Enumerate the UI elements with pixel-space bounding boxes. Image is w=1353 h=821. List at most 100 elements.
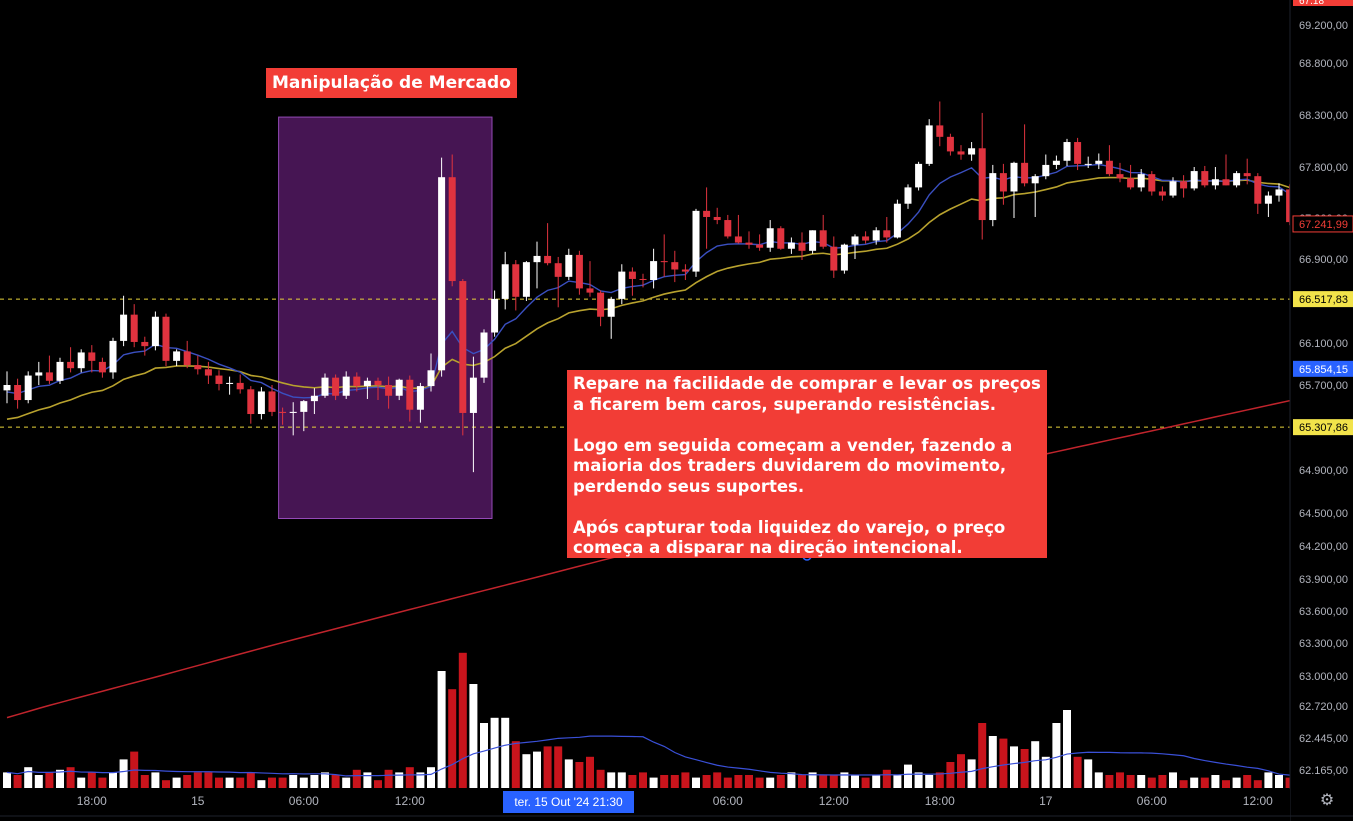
candle-body-118 (1254, 176, 1262, 204)
manipulation-zone (278, 116, 493, 520)
candle-body-43 (459, 281, 467, 413)
candle-body-79 (840, 244, 848, 271)
candle-body-31 (332, 377, 340, 396)
candle-body-110 (1169, 181, 1177, 196)
volume-bar-68 (723, 777, 732, 788)
volume-bar-44 (469, 684, 478, 788)
volume-bar-11 (119, 759, 128, 788)
volume-bar-62 (660, 775, 669, 788)
crosshair-time-badge: ter. 15 Out '24 21:30 (503, 791, 634, 813)
x-tick-label: 15 (191, 794, 205, 808)
volume-bar-38 (405, 767, 414, 788)
candle-body-99 (1052, 160, 1060, 165)
y-tick-label: 63.600,00 (1299, 606, 1348, 618)
y-tick-label: 64.900,00 (1299, 465, 1348, 477)
candle-body-76 (809, 230, 817, 251)
volume-bar-96 (1020, 749, 1029, 788)
volume-bar-46 (490, 717, 499, 788)
candle-body-37 (395, 379, 403, 396)
x-tick-label: 17 (1039, 794, 1053, 808)
candle-body-22 (236, 382, 244, 390)
volume-bar-81 (861, 777, 870, 788)
candle-body-55 (586, 288, 594, 293)
volume-bar-61 (649, 777, 658, 788)
volume-bar-2 (24, 767, 33, 788)
y-tick-label: 63.300,00 (1299, 638, 1348, 650)
candle-body-39 (416, 386, 424, 410)
candle-body-109 (1158, 191, 1166, 196)
candle-body-42 (448, 177, 456, 282)
candle-body-82 (872, 230, 880, 241)
candle-body-50 (533, 255, 541, 263)
price-label-0: 67.241,99 (1299, 219, 1348, 231)
volume-bar-89 (946, 762, 955, 788)
candle-body-38 (406, 379, 414, 410)
volume-bar-86 (914, 772, 923, 788)
candle-body-4 (45, 372, 53, 381)
volume-bar-98 (1041, 756, 1050, 788)
candle-body-63 (671, 262, 679, 270)
volume-bar-87 (925, 775, 934, 788)
volume-bar-91 (967, 759, 976, 788)
volume-bar-72 (766, 777, 775, 788)
volume-bar-66 (702, 775, 711, 788)
candle-body-32 (342, 376, 350, 396)
volume-bar-69 (734, 775, 743, 788)
volume-bar-60 (639, 772, 647, 788)
volume-bar-14 (151, 772, 160, 788)
volume-bar-51 (543, 746, 552, 788)
y-tick-label: 69.200,00 (1299, 20, 1348, 32)
manipulation-label[interactable]: Manipulação de Mercado (266, 68, 517, 98)
price-label-bg-3 (1293, 419, 1353, 436)
candle-body-5 (56, 361, 64, 381)
volume-bar-22 (236, 777, 245, 788)
candle-body-101 (1074, 142, 1082, 164)
candle-body-41 (438, 177, 446, 371)
candle-body-90 (957, 151, 965, 155)
top-price-label: 67.18 (1299, 0, 1324, 7)
volume-bar-9 (98, 777, 107, 788)
volume-bar-31 (331, 775, 340, 788)
volume-bar-15 (162, 780, 170, 788)
volume-bar-111 (1179, 780, 1188, 788)
volume-bar-0 (3, 772, 11, 788)
volume-bar-33 (352, 769, 361, 788)
candle-body-100 (1063, 142, 1071, 161)
volume-bar-105 (1116, 772, 1124, 788)
candle-body-23 (247, 389, 255, 415)
candle-body-114 (1211, 179, 1219, 186)
candle-body-21 (226, 382, 234, 384)
annotation-note[interactable]: Repare na facilidade de comprar e levar … (567, 370, 1047, 558)
volume-bar-17 (183, 775, 192, 788)
candle-body-1 (14, 385, 22, 401)
candle-body-108 (1148, 174, 1156, 192)
candle-body-70 (745, 242, 753, 245)
candle-body-94 (999, 173, 1007, 192)
volume-bar-52 (554, 746, 563, 788)
volume-bar-117 (1243, 775, 1252, 788)
volume-bar-3 (34, 775, 43, 788)
candle-body-105 (1116, 174, 1124, 179)
ema-slow-line (6, 176, 1353, 420)
volume-bar-75 (798, 775, 806, 788)
candle-body-73 (777, 228, 785, 249)
candle-body-52 (554, 263, 562, 277)
price-label-3: 65.307,86 (1299, 422, 1348, 434)
x-tick-label: 06:00 (289, 794, 319, 808)
y-tick-label: 63.000,00 (1299, 671, 1348, 683)
candle-body-51 (544, 255, 552, 264)
candle-body-93 (989, 173, 997, 221)
volume-bar-4 (45, 772, 54, 788)
x-tick-label: 06:00 (1137, 794, 1167, 808)
volume-bar-50 (533, 751, 541, 788)
volume-bar-8 (87, 772, 96, 788)
volume-bar-112 (1190, 777, 1199, 788)
candle-body-49 (522, 262, 530, 297)
candle-body-91 (968, 148, 976, 155)
candle-body-72 (766, 228, 774, 248)
gear-icon[interactable]: ⚙ (1319, 792, 1335, 809)
candle-body-120 (1275, 189, 1283, 196)
volume-bar-27 (289, 775, 298, 788)
volume-bar-82 (872, 775, 881, 788)
